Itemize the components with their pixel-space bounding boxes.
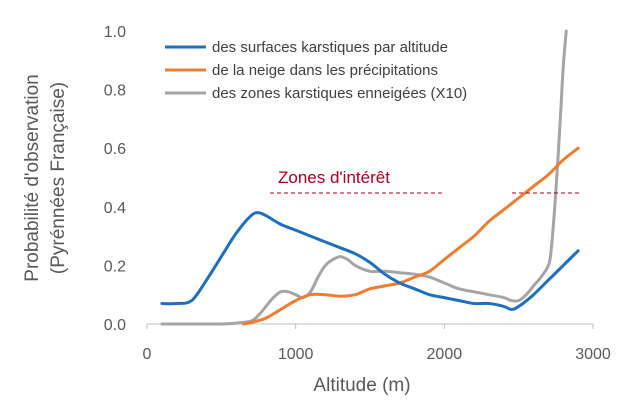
y-axis-title-line2: (Pyrénnées Française) bbox=[48, 82, 69, 274]
axis-titles: Altitude (m) Probabilité d'observation (… bbox=[22, 74, 411, 396]
series-line-2 bbox=[242, 146, 580, 326]
annotation-zones-interet: Zones d'intérêt bbox=[278, 168, 390, 187]
legend-label-2: de la neige dans les précipitations bbox=[212, 62, 438, 79]
annotation-layer: Zones d'intérêt bbox=[270, 168, 582, 194]
x-tick-label: 2000 bbox=[427, 346, 463, 363]
series-line-3 bbox=[160, 29, 568, 326]
legend-label-3: des zones karstiques enneigées (X10) bbox=[212, 85, 467, 102]
y-tick-label: 0.8 bbox=[104, 83, 126, 100]
y-axis-title-line1: Probabilité d'observation bbox=[22, 74, 43, 281]
series-line-1 bbox=[160, 211, 580, 311]
series-layer bbox=[160, 29, 580, 326]
x-axis-title: Altitude (m) bbox=[313, 375, 410, 396]
y-tick-label: 0.0 bbox=[104, 317, 126, 334]
y-tick-label: 0.2 bbox=[104, 258, 126, 275]
x-tick-label: 1000 bbox=[278, 346, 314, 363]
y-tick-label: 0.4 bbox=[104, 200, 126, 217]
y-tick-label: 0.6 bbox=[104, 141, 126, 158]
x-tick-label: 0 bbox=[143, 346, 152, 363]
legend: des surfaces karstiques par altitude de l… bbox=[165, 39, 467, 102]
y-tick-label: 1.0 bbox=[104, 24, 126, 41]
legend-label-1: des surfaces karstiques par altitude bbox=[212, 39, 448, 56]
axes: 0 1000 2000 3000 0.0 0.2 0.4 0.6 0.8 1.0 bbox=[104, 24, 611, 363]
x-tick-label: 3000 bbox=[575, 346, 611, 363]
